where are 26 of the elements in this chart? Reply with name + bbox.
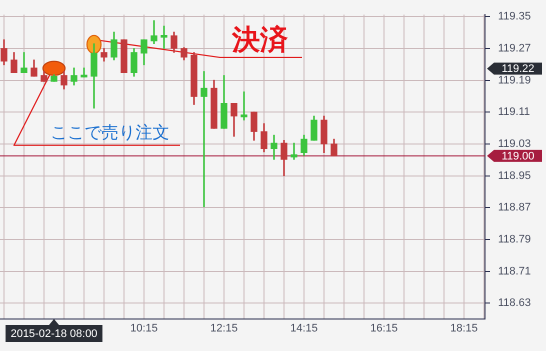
y-tick-label: 119.11 — [498, 106, 530, 118]
y-tick-label: 118.87 — [498, 202, 531, 214]
y-tick-label: 119.27 — [498, 42, 531, 54]
y-tick-label: 119.19 — [498, 74, 531, 86]
y-tick-label: 119.03 — [498, 138, 531, 150]
y-tick-label: 118.71 — [498, 265, 531, 278]
x-tick-label: 10:15 — [130, 322, 158, 335]
candlestick — [270, 134, 278, 160]
y-tick-label: 118.79 — [498, 233, 531, 246]
x-tick-label: 14:15 — [290, 322, 318, 335]
candlestick — [80, 68, 88, 78]
candlestick — [240, 91, 248, 120]
text: 119.22 — [502, 63, 534, 76]
candlestick — [290, 142, 298, 160]
y-tick-label: 119.35 — [498, 10, 531, 23]
text: 2015-02-18 08:00 — [10, 328, 98, 340]
x-tick-label: 18:15 — [450, 322, 478, 335]
ref-line-label: 119.00 — [502, 150, 534, 162]
candlestick — [150, 20, 158, 44]
x-tick-label: 12:15 — [210, 322, 238, 335]
annotation: 決済 — [231, 24, 288, 56]
candlestick — [160, 26, 168, 49]
y-tick-label: 118.63 — [498, 297, 531, 310]
x-tick-label: 16:15 — [370, 322, 398, 335]
annotation: ここで売り注文 — [50, 123, 170, 142]
y-tick-label: 118.95 — [498, 170, 531, 182]
